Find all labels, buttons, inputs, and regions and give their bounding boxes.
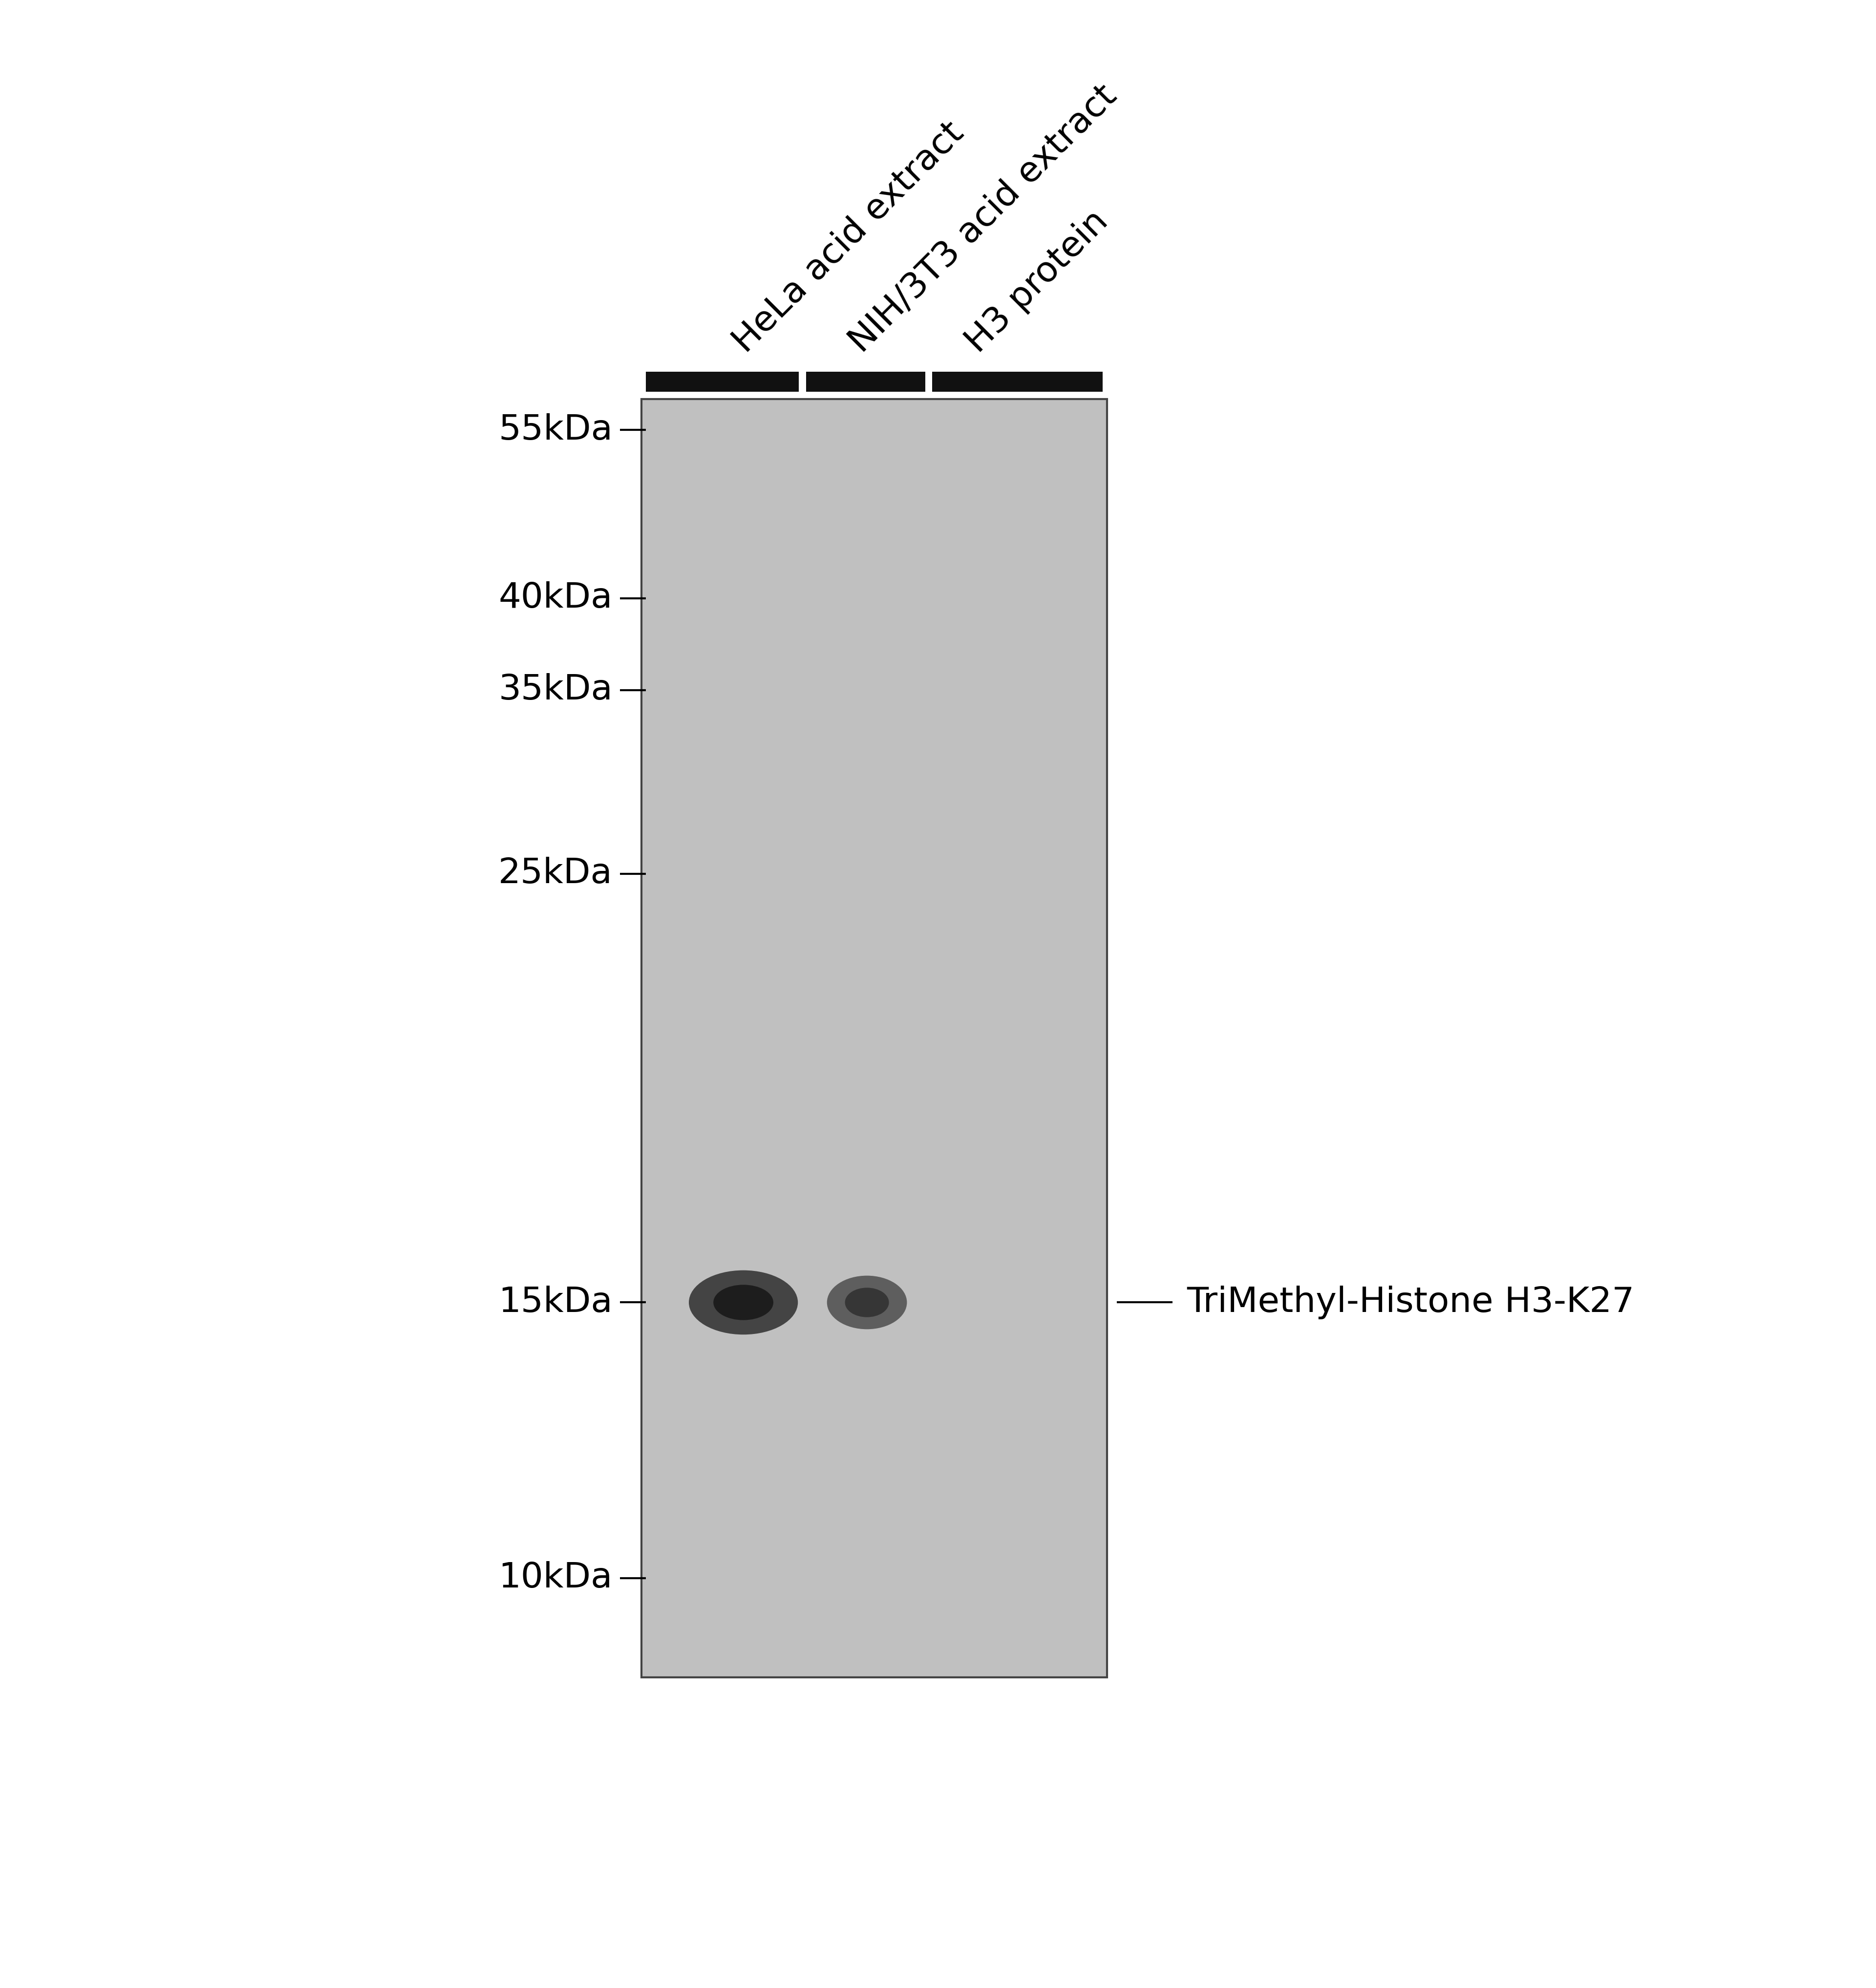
Ellipse shape [713,1284,773,1320]
Ellipse shape [827,1276,906,1330]
Text: 25kDa: 25kDa [499,857,612,891]
Bar [807,372,925,392]
Bar [645,372,799,392]
Text: 40kDa: 40kDa [499,580,612,614]
Text: 55kDa: 55kDa [499,414,612,447]
Text: H3 protein: H3 protein [959,205,1114,360]
Text: TriMethyl-Histone H3-K27: TriMethyl-Histone H3-K27 [1188,1286,1634,1320]
Text: HeLa acid extract: HeLa acid extract [726,115,970,360]
Text: 35kDa: 35kDa [499,674,612,708]
Text: 10kDa: 10kDa [499,1561,612,1594]
Text: NIH/3T3 acid extract: NIH/3T3 acid extract [842,80,1124,360]
Bar [932,372,1103,392]
Text: 15kDa: 15kDa [499,1286,612,1320]
Ellipse shape [688,1270,797,1334]
Bar [642,400,1107,1678]
Ellipse shape [844,1288,889,1318]
